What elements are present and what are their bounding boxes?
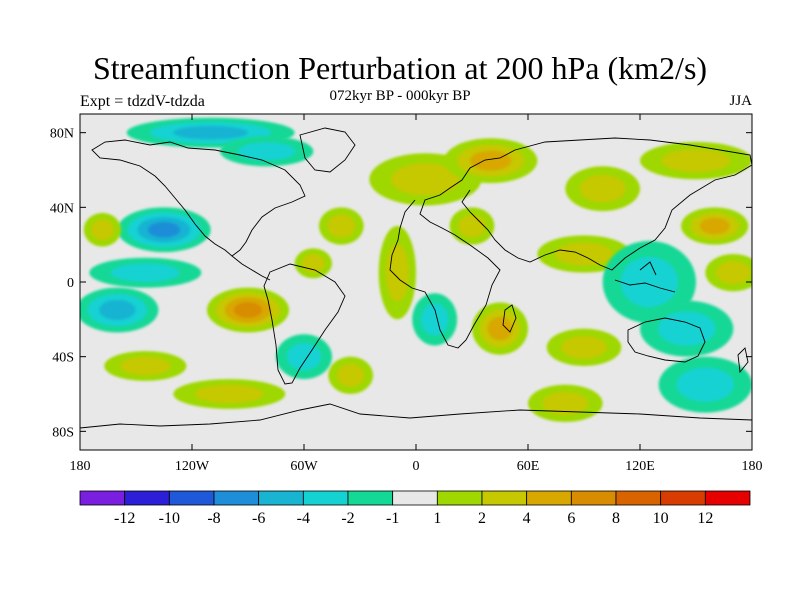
contour-region (173, 126, 248, 140)
lon-tick-label: 120W (175, 459, 210, 474)
contour-region (90, 219, 114, 241)
latitude-axis: 80N 40N 0 40S 80S (50, 127, 752, 440)
contour-region (657, 311, 716, 346)
contour-region (286, 342, 322, 371)
colorbar-label: 2 (478, 510, 486, 527)
colorbar-swatch (615, 490, 662, 506)
madagascar-outline (502, 304, 517, 333)
colorbar-swatch (347, 490, 394, 506)
colorbar-label: 6 (567, 510, 575, 527)
contour-region (620, 256, 679, 308)
lat-tick-label: 0 (67, 276, 74, 291)
lon-tick-label: 180 (742, 459, 763, 474)
colorbar-swatch (258, 490, 304, 506)
contour-region (194, 384, 264, 404)
contour-region (579, 174, 626, 203)
indonesia-outline (614, 261, 676, 293)
south-america-outline (263, 263, 346, 385)
colorbar-label: -1 (386, 510, 399, 527)
north-america-outline (91, 139, 306, 257)
colorbar-label: -4 (297, 510, 310, 527)
chart-subtitle: 072kyr BP - 000kyr BP (329, 88, 471, 104)
lon-tick-label: 180 (70, 459, 91, 474)
colorbar-swatch (392, 490, 438, 506)
asia-outline (461, 137, 752, 271)
colorbar-label: -2 (341, 510, 354, 527)
colorbar-label: 4 (523, 510, 531, 527)
lat-tick-label: 80N (50, 127, 74, 142)
colorbar-label: 8 (612, 510, 620, 527)
colorbar-label: -6 (252, 510, 265, 527)
central-america-outline (231, 255, 271, 281)
lon-tick-label: 60E (517, 459, 540, 474)
australia-outline (627, 317, 706, 363)
colorbar-swatch (124, 490, 170, 506)
colorbar-label: 10 (653, 510, 669, 527)
contour-region (237, 142, 296, 161)
contour-region (420, 303, 449, 336)
contour-region (469, 150, 512, 171)
colorbar-swatch (213, 490, 260, 506)
lon-tick-label: 0 (413, 459, 420, 474)
greenland-outline (299, 127, 356, 173)
colorbar-swatch (168, 490, 215, 506)
colorbar-swatch (570, 490, 617, 506)
colorbar-swatch (79, 490, 126, 506)
colorbar-swatch (660, 490, 706, 506)
antarctica-outline (80, 403, 752, 429)
contour-region (542, 391, 589, 415)
europe-africa-outline (389, 149, 516, 349)
experiment-label: Expt = tdzdV-tdzda (80, 93, 205, 110)
continent-outlines (80, 127, 752, 429)
colorbar-label: -10 (159, 510, 180, 527)
colorbar-swatch (302, 490, 349, 506)
contour-region (661, 149, 731, 173)
contour-region (716, 261, 751, 285)
colorbar-label: -8 (207, 510, 220, 527)
contour-region (676, 367, 735, 402)
colorbar-label: -12 (114, 510, 135, 527)
contour-region (110, 263, 180, 282)
contour-region (233, 302, 263, 318)
contour-region (561, 335, 607, 359)
colorbar-swatch (481, 490, 528, 506)
lat-tick-label: 40N (50, 201, 74, 216)
longitude-axis: 180 120W 60W 0 60E 120E 180 (70, 114, 763, 474)
contour-fill-layer (80, 117, 752, 423)
colorbar-swatch (436, 490, 483, 506)
contour-region (327, 214, 356, 238)
contour-region (120, 356, 171, 376)
lon-tick-label: 120E (625, 459, 655, 474)
lat-tick-label: 40S (52, 351, 74, 366)
contour-region (336, 363, 365, 387)
colorbar-swatch (526, 490, 572, 506)
colorbar: -12 -10 -8 -6 -4 -2 -1 1 2 4 6 8 10 12 (79, 490, 751, 527)
new-zealand-outline (737, 347, 749, 374)
contour-region (458, 214, 486, 238)
colorbar-label: 1 (433, 510, 441, 527)
contour-region (390, 163, 460, 196)
contour-region (147, 221, 181, 238)
contour-region (99, 300, 136, 320)
colorbar-label: 12 (697, 510, 713, 527)
chart-title: Streamfunction Perturbation at 200 hPa (… (92, 50, 708, 86)
contour-region (699, 217, 730, 235)
contour-region (555, 242, 613, 266)
season-label: JJA (729, 93, 752, 109)
colorbar-swatch (704, 490, 751, 506)
lon-tick-label: 60W (290, 459, 318, 474)
lat-tick-label: 80S (52, 425, 74, 440)
contour-region (385, 243, 409, 302)
contour-region (487, 317, 513, 341)
